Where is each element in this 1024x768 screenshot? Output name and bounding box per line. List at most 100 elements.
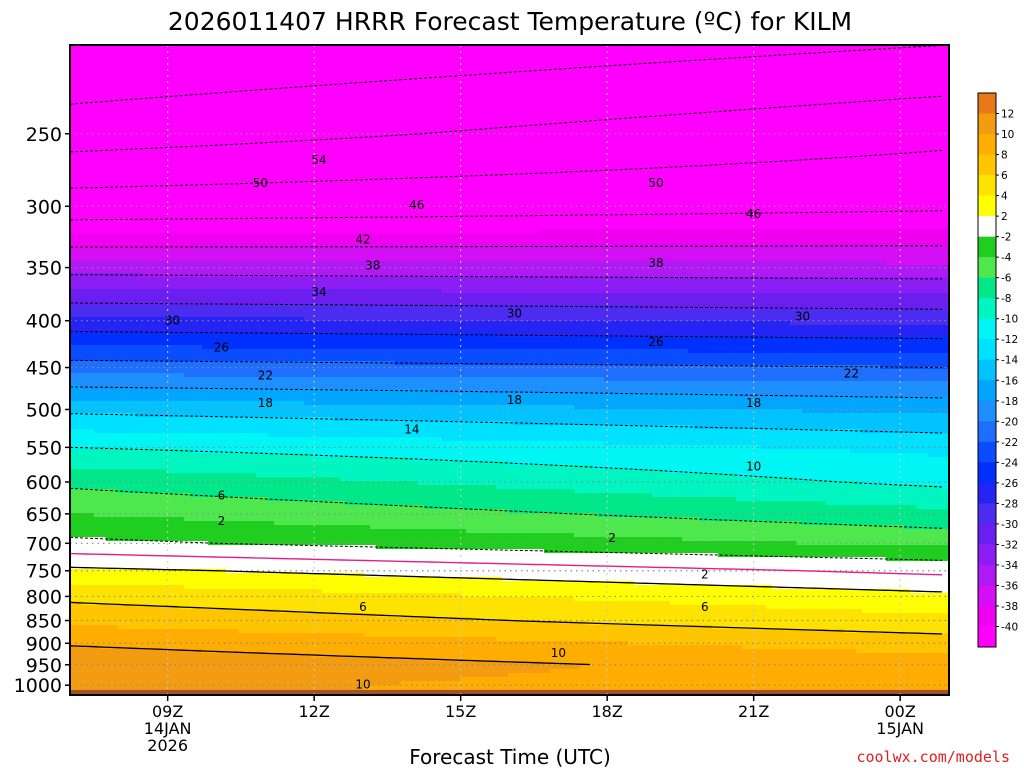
field-cell — [466, 529, 949, 534]
contour-label: 22 — [258, 368, 273, 382]
y-tick-label: 550 — [26, 437, 62, 459]
contour-label: 30 — [165, 314, 180, 328]
colorbar-label: -40 — [1001, 621, 1018, 633]
pressure-axis: 2503003504004505005506006507007508008509… — [14, 124, 70, 697]
y-tick-label: 600 — [26, 472, 62, 494]
field-cell — [70, 433, 269, 438]
contour-label: 34 — [311, 285, 326, 299]
field-cell — [70, 369, 949, 374]
field-cell — [424, 657, 949, 662]
field-cell — [70, 253, 949, 258]
contour-label: 18 — [507, 393, 522, 407]
freezing-line — [70, 552, 943, 576]
contour-label: 14 — [404, 423, 419, 437]
field-cell — [550, 669, 949, 674]
contour-label: 10 — [355, 677, 370, 691]
colorbar-swatch — [978, 298, 996, 320]
x-tick-label: 2026 — [147, 736, 188, 755]
field-cell — [70, 149, 949, 154]
colorbar-swatch — [978, 421, 996, 443]
field-cell — [472, 617, 949, 622]
field-cell — [310, 653, 949, 658]
field-cell — [70, 445, 761, 450]
field-cell — [394, 361, 949, 366]
field-cell — [70, 553, 719, 558]
field-cell — [544, 661, 949, 666]
field-cell — [70, 213, 949, 218]
plot-frame — [69, 44, 950, 696]
field-cell — [826, 501, 949, 506]
field-cell — [70, 353, 949, 358]
field-cell — [70, 129, 949, 134]
field-cell — [694, 425, 949, 430]
field-cell — [712, 625, 949, 630]
field-cell — [70, 293, 949, 298]
field-cell — [70, 113, 949, 118]
x-tick-label: 00Z — [885, 702, 916, 721]
field-cell — [70, 205, 949, 210]
colorbar-label: -12 — [1001, 334, 1018, 346]
grid-lines — [70, 45, 949, 695]
field-cell — [70, 65, 949, 70]
field-cell — [916, 505, 949, 510]
field-cell — [802, 521, 949, 526]
field-cell — [412, 457, 949, 462]
field-cell — [70, 333, 497, 338]
field-cell — [70, 673, 509, 678]
colorbar-swatch — [978, 359, 996, 381]
field-cell — [574, 533, 949, 538]
colorbar-swatch — [978, 134, 996, 155]
field-cell — [586, 621, 949, 626]
field-cell — [70, 497, 269, 502]
field-cell — [70, 477, 341, 482]
field-cell — [70, 613, 377, 618]
field-cell — [70, 465, 593, 470]
field-cell — [70, 309, 949, 314]
x-tick-label: 21Z — [738, 702, 769, 721]
colorbar-label: -32 — [1001, 539, 1018, 551]
field-cell — [70, 177, 949, 182]
field-cell — [70, 321, 791, 326]
credit-text: coolwx.com/models — [856, 748, 1010, 766]
field-cell — [70, 397, 949, 402]
field-cell — [604, 441, 949, 446]
field-cell — [82, 601, 671, 606]
field-cell — [70, 325, 949, 330]
colorbar-swatch — [978, 626, 996, 648]
colorbar-swatch — [978, 585, 996, 607]
field-cell — [634, 581, 949, 586]
field-cell — [70, 649, 203, 654]
field-cell — [508, 673, 949, 678]
contour-line — [70, 386, 943, 399]
field-cell — [424, 505, 917, 510]
field-cell — [70, 201, 949, 206]
field-cell — [70, 641, 629, 646]
contour-label: 22 — [844, 367, 859, 381]
colorbar-swatch — [978, 380, 996, 402]
field-cell — [496, 485, 941, 490]
colorbar-label: -8 — [1001, 293, 1011, 305]
field-cell — [322, 589, 911, 594]
field-cell — [70, 585, 185, 590]
field-cell — [886, 261, 949, 266]
contour-label: 6 — [701, 600, 709, 614]
colorbar-label: -20 — [1001, 416, 1018, 428]
field-cell — [70, 485, 497, 490]
contour-line — [70, 359, 943, 368]
x-tick-label: 14JAN — [144, 719, 192, 738]
field-cell — [70, 661, 545, 666]
field-cell — [70, 169, 949, 174]
field-cell — [70, 73, 949, 78]
colorbar-label: -34 — [1001, 560, 1018, 572]
x-axis-label: Forecast Time (UTC) — [409, 745, 611, 768]
field-cell — [238, 629, 845, 634]
field-cell — [202, 649, 857, 654]
field-cell — [70, 533, 575, 538]
contour-line — [70, 645, 591, 666]
field-cell — [430, 389, 949, 394]
field-cell — [592, 465, 949, 470]
field-cell — [574, 405, 949, 410]
colorbar-swatch — [978, 544, 996, 566]
field-cell — [772, 585, 949, 590]
